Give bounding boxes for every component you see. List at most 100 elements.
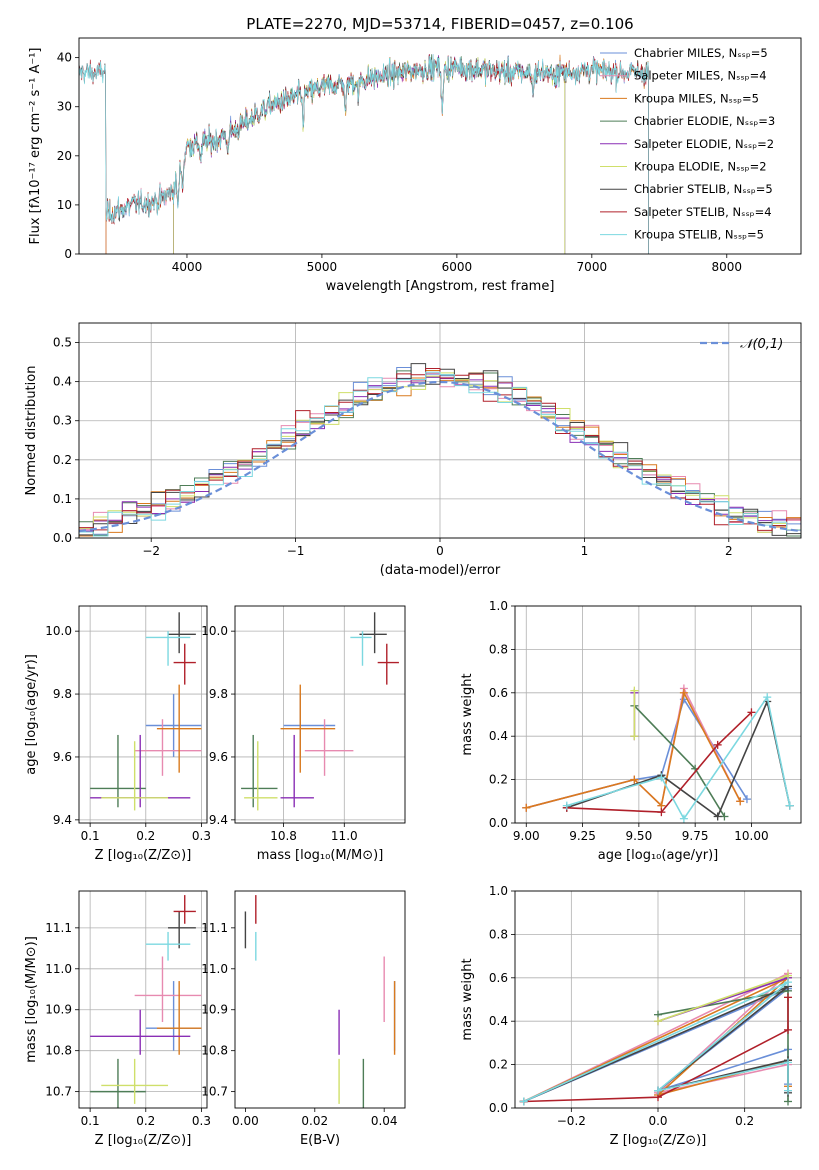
panel-age-vs-mass: 10.8 11.0 9.4 9.6 9.8 10.0 mass [log₁₀(M/M⊙)] — [201, 605, 406, 863]
figure-title: PLATE=2270, MJD=53714, FIBERID=0457, z=0… — [246, 15, 633, 33]
axes-frame — [514, 605, 802, 824]
legend-entry: Kroupa MILES, Nₛₛₚ=5 — [634, 91, 759, 105]
x-axis-label: mass [log₁₀(M/M⊙)] — [257, 848, 384, 863]
y-tick-label: 10.8 — [45, 1044, 72, 1058]
y-tick-label: 0.5 — [53, 336, 72, 350]
y-tick-label: 0.0 — [53, 531, 72, 545]
plot-area-age-vs-Z — [90, 612, 202, 811]
legend-entry: Salpeter STELIB, Nₛₛₚ=4 — [634, 205, 772, 219]
weight-series-line — [633, 705, 726, 817]
y-tick-label: 9.8 — [53, 687, 72, 701]
x-tick-label: −0.2 — [557, 1114, 586, 1128]
axes-frame — [78, 605, 208, 824]
x-tick-label: 0.1 — [81, 1114, 100, 1128]
plot-area-mass-vs-EBV — [244, 895, 396, 1108]
y-tick-label: 9.4 — [53, 813, 72, 827]
axes-frame — [514, 890, 802, 1109]
y-tick-label: 0.4 — [489, 1014, 508, 1028]
y-tick-label: 10.7 — [45, 1085, 72, 1099]
y-tick-label: 11.1 — [201, 921, 228, 935]
y-tick-label: 0 — [64, 247, 72, 261]
x-tick-label: 7000 — [577, 260, 608, 274]
x-tick-label: 10.8 — [270, 829, 297, 843]
legend-entry: 𝒩(0,1) — [740, 337, 783, 352]
x-tick-label: 0 — [436, 544, 444, 558]
x-axis-label: E(B-V) — [300, 1133, 340, 1148]
x-tick-label: 9.00 — [513, 829, 540, 843]
plot-area-weight-vs-Z — [519, 969, 792, 1106]
y-tick-label: 30 — [57, 100, 72, 114]
y-tick-label: 1.0 — [489, 599, 508, 613]
spectrum-series-line — [173, 56, 566, 254]
y-tick-label: 0.2 — [489, 1058, 508, 1072]
legend-entry: Salpeter MILES, Nₛₛₚ=4 — [634, 69, 767, 83]
legend-entry: Kroupa ELODIE, Nₛₛₚ=2 — [634, 160, 767, 174]
legend-entry: Kroupa STELIB, Nₛₛₚ=5 — [634, 228, 764, 242]
legend: 𝒩(0,1) — [700, 337, 783, 352]
x-tick-label: 0.0 — [648, 1114, 667, 1128]
y-tick-label: 11.0 — [45, 962, 72, 976]
x-tick-label: 8000 — [712, 260, 743, 274]
x-tick-label: 4000 — [172, 260, 203, 274]
x-tick-label: 6000 — [442, 260, 473, 274]
panel-residuals: −2 −1 0 1 2 0.0 0.1 0.2 0.3 0.4 0.5 (data-model)/er… — [24, 322, 802, 578]
legend: Chabrier MILES, Nₛₛₚ=5 Salpeter MILES, Nₛ… — [600, 46, 775, 242]
legend-entry: Chabrier STELIB, Nₛₛₚ=5 — [634, 182, 773, 196]
y-axis-label: Normed distribution — [24, 366, 39, 496]
y-tick-label: 10.9 — [45, 1003, 72, 1017]
x-tick-label: 0.3 — [192, 1114, 211, 1128]
x-axis-label: Z [log₁₀(Z/Z⊙)] — [95, 848, 192, 863]
y-tick-label: 20 — [57, 149, 72, 163]
spectrum-series-line — [79, 54, 649, 254]
y-tick-label: 0.2 — [53, 453, 72, 467]
x-tick-label: 10.00 — [734, 829, 768, 843]
y-tick-label: 0.4 — [489, 729, 508, 743]
y-axis-label: mass [log₁₀(M/M⊙)] — [24, 936, 39, 1063]
spectrum-series-line — [79, 54, 649, 254]
x-tick-label: 5000 — [307, 260, 338, 274]
y-tick-label: 0.0 — [489, 816, 508, 830]
x-tick-label: 0.02 — [301, 1114, 328, 1128]
y-axis-label: mass weight — [460, 958, 475, 1040]
x-tick-label: −1 — [287, 544, 305, 558]
weight-series-line — [657, 974, 789, 1022]
axes-frame — [234, 605, 406, 824]
weight-series-line — [523, 981, 789, 1103]
y-tick-label: 9.6 — [53, 750, 72, 764]
y-tick-label: 9.4 — [209, 813, 228, 827]
plot-area-mass-vs-Z — [90, 895, 202, 1108]
y-tick-label: 9.6 — [209, 750, 228, 764]
plot-area-weight-vs-age — [522, 684, 794, 823]
legend-entry: Chabrier MILES, Nₛₛₚ=5 — [634, 46, 768, 60]
panel-mass-vs-EBV: 0.00 0.02 0.04 10.7 10.8 10.9 11.0 11.1 E(B-V) — [201, 890, 406, 1148]
y-tick-label: 1.0 — [489, 884, 508, 898]
panel-weight-vs-Z: −0.2 0.0 0.2 0.0 0.2 0.4 0.6 0.8 1.0 Z [log₁₀(Z/Z… — [460, 884, 802, 1148]
y-axis-label: mass weight — [460, 673, 475, 755]
x-tick-label: 9.50 — [625, 829, 652, 843]
normal-curve — [79, 380, 801, 533]
x-tick-label: 0.2 — [136, 829, 155, 843]
x-tick-label: 11.0 — [331, 829, 358, 843]
x-axis-label: Z [log₁₀(Z/Z⊙)] — [95, 1133, 192, 1148]
y-tick-label: 10.7 — [201, 1085, 228, 1099]
x-tick-label: 0.00 — [232, 1114, 259, 1128]
panel-mass-vs-Z: 0.1 0.2 0.3 10.7 10.8 10.9 11.0 11.1 Z [log₁₀(Z/… — [24, 890, 211, 1148]
spectrum-series-line — [79, 55, 649, 254]
x-tick-label: 1 — [581, 544, 589, 558]
y-tick-label: 10 — [57, 198, 72, 212]
plot-area-age-vs-mass — [241, 612, 399, 811]
y-tick-label: 0.6 — [489, 971, 508, 985]
x-tick-label: 0.2 — [136, 1114, 155, 1128]
x-tick-label: 2 — [725, 544, 733, 558]
x-tick-label: 9.25 — [569, 829, 596, 843]
histogram-series — [79, 371, 801, 538]
y-tick-label: 40 — [57, 51, 72, 65]
y-tick-label: 11.1 — [45, 921, 72, 935]
y-tick-label: 0.2 — [489, 773, 508, 787]
x-tick-label: 0.3 — [192, 829, 211, 843]
y-tick-label: 10.0 — [45, 624, 72, 638]
panel-age-vs-Z: 0.1 0.2 0.3 9.4 9.6 9.8 10.0 Z [log₁₀(Z/Z⊙)] age… — [24, 605, 211, 863]
weight-series-line — [566, 711, 753, 813]
y-tick-label: 0.8 — [489, 927, 508, 941]
